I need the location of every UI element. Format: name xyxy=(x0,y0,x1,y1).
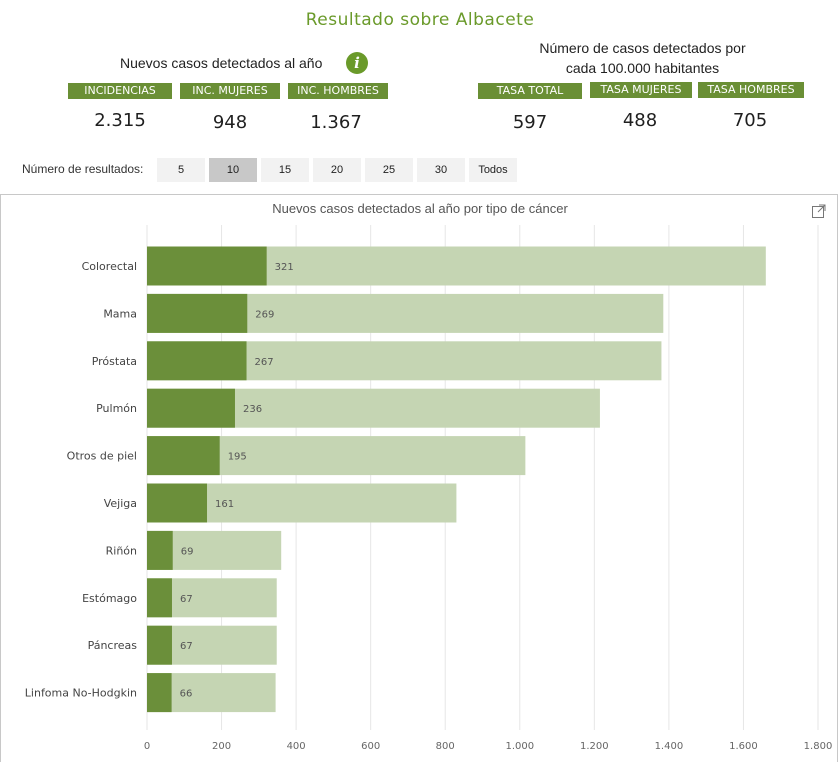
x-tick-label: 1.600 xyxy=(729,741,758,752)
kpi-label-inc-hombres: INC. HOMBRES xyxy=(288,83,388,99)
data-label: 69 xyxy=(181,546,194,557)
data-label: 195 xyxy=(228,452,247,463)
bar-value xyxy=(147,436,220,476)
data-label: 267 xyxy=(255,357,274,368)
x-tick-label: 1.400 xyxy=(655,741,684,752)
kpi-label-inc-mujeres: INC. MUJERES xyxy=(180,83,280,99)
results-option-5[interactable]: 5 xyxy=(157,158,205,182)
bar-value xyxy=(147,388,235,428)
kpi-value-inc-hombres: 1.367 xyxy=(310,112,362,133)
category-label: Páncreas xyxy=(88,639,138,652)
results-option-todos[interactable]: Todos xyxy=(469,158,517,182)
data-label: 161 xyxy=(215,499,234,510)
kpi-value-tasa-total: 597 xyxy=(512,112,548,133)
kpi-value-inc-mujeres: 948 xyxy=(212,112,248,133)
data-label: 269 xyxy=(255,309,274,320)
kpi-label-tasa-mujeres: TASA MUJERES xyxy=(590,82,692,98)
rate-caption-line2: cada 100.000 habitantes xyxy=(565,60,720,76)
incidence-caption: Nuevos casos detectados al año xyxy=(120,55,323,71)
chart-panel xyxy=(0,194,838,762)
category-label: Mama xyxy=(103,307,137,320)
category-label: Colorectal xyxy=(82,260,137,273)
kpi-label-tasa-hombres: TASA HOMBRES xyxy=(698,82,804,98)
results-option-10[interactable]: 10 xyxy=(209,158,257,182)
bar-value xyxy=(147,341,247,381)
data-label: 67 xyxy=(180,641,193,652)
x-tick-label: 600 xyxy=(361,741,380,752)
category-label: Otros de piel xyxy=(67,450,137,463)
kpi-value-tasa-mujeres: 488 xyxy=(622,110,658,131)
kpi-label-incidencias: INCIDENCIAS xyxy=(68,83,172,99)
x-tick-label: 400 xyxy=(287,741,306,752)
rate-caption-line1: Número de casos detectados por xyxy=(539,40,746,56)
category-label: Linfoma No-Hodgkin xyxy=(25,687,137,700)
bar-value xyxy=(147,246,267,286)
category-label: Vejiga xyxy=(104,497,137,510)
category-label: Estómago xyxy=(82,592,137,605)
data-label: 67 xyxy=(180,594,193,605)
expand-icon[interactable] xyxy=(812,204,826,218)
x-tick-label: 1.200 xyxy=(580,741,609,752)
x-tick-label: 0 xyxy=(144,741,150,752)
bar-value xyxy=(147,625,172,665)
data-label: 236 xyxy=(243,404,262,415)
category-label: Próstata xyxy=(92,355,137,368)
x-tick-label: 200 xyxy=(212,741,231,752)
category-label: Riñón xyxy=(106,544,137,557)
results-option-20[interactable]: 20 xyxy=(313,158,361,182)
bar-value xyxy=(147,673,172,713)
results-count-label: Número de resultados: xyxy=(22,162,144,176)
results-option-15[interactable]: 15 xyxy=(261,158,309,182)
kpi-value-tasa-hombres: 705 xyxy=(732,110,768,131)
x-tick-label: 1.800 xyxy=(804,741,833,752)
kpi-label-tasa-total: TASA TOTAL xyxy=(478,83,582,99)
page-title: Resultado sobre Albacete xyxy=(305,10,535,30)
x-tick-label: 800 xyxy=(436,741,455,752)
x-tick-label: 1.000 xyxy=(505,741,534,752)
info-icon[interactable]: i xyxy=(346,52,368,74)
results-option-25[interactable]: 25 xyxy=(365,158,413,182)
data-label: 321 xyxy=(275,262,294,273)
kpi-value-incidencias: 2.315 xyxy=(94,110,146,131)
category-label: Pulmón xyxy=(96,402,137,415)
chart-title: Nuevos casos detectados al año por tipo … xyxy=(272,201,568,216)
bar-value xyxy=(147,578,172,618)
bar-value xyxy=(147,483,208,523)
results-option-30[interactable]: 30 xyxy=(417,158,465,182)
bar-value xyxy=(147,530,173,570)
data-label: 66 xyxy=(180,689,193,700)
bar-value xyxy=(147,293,248,333)
